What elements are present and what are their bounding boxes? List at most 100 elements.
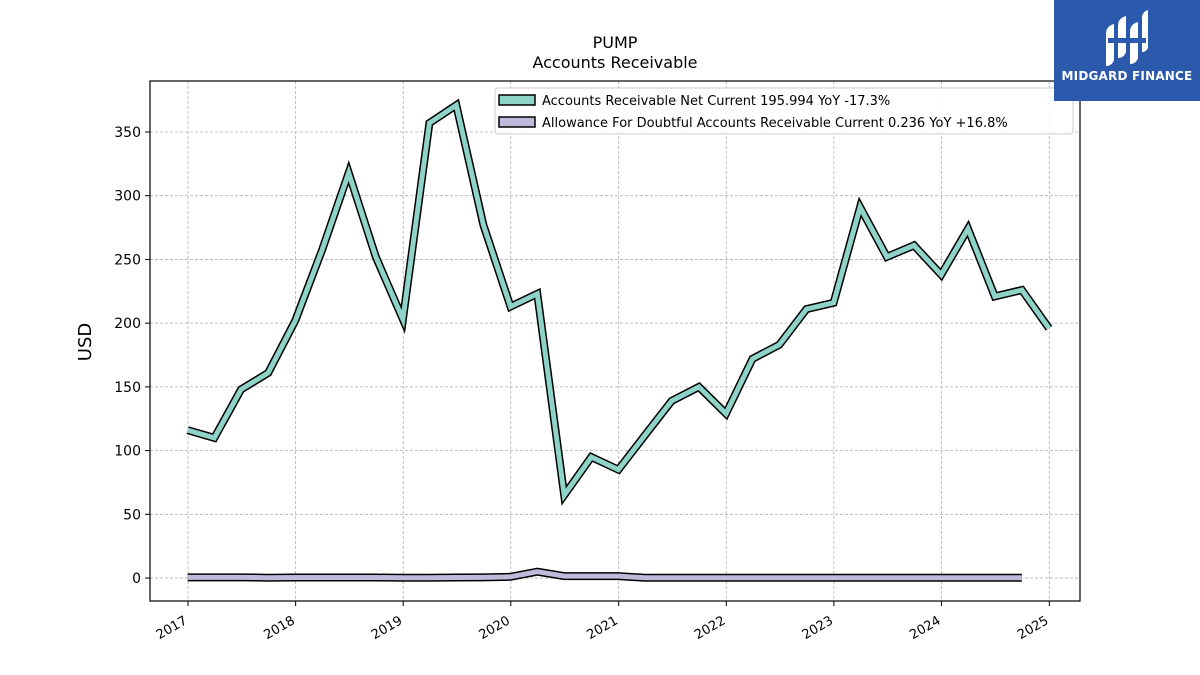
series-2-point — [698, 577, 699, 578]
series-1-point — [860, 207, 861, 208]
y-tick-label: 300 — [114, 189, 141, 205]
series-1-point — [564, 495, 565, 496]
legend: Accounts Receivable Net Current 195.994 … — [494, 87, 1074, 135]
series-1-point — [779, 344, 780, 345]
legend-swatch — [498, 94, 536, 106]
series-1-point — [375, 256, 376, 257]
series-2-point — [375, 577, 376, 578]
y-axis-label: USD — [75, 323, 96, 361]
series-1-point — [726, 413, 727, 414]
series-1-point — [241, 389, 242, 390]
series-1-point — [833, 302, 834, 303]
plot-frame — [149, 80, 1081, 602]
series-2-point — [348, 577, 349, 578]
series-2-point — [968, 577, 969, 578]
series-1-point — [321, 250, 322, 251]
series-2-point — [1021, 577, 1022, 578]
legend-label: Accounts Receivable Net Current 195.994 … — [542, 94, 890, 109]
series-2-line — [187, 569, 1022, 581]
x-tick-label: 2017 — [154, 613, 190, 643]
series-1-point — [295, 320, 296, 321]
legend-label: Allowance For Doubtful Accounts Receivab… — [542, 116, 1008, 131]
series-2-point — [537, 571, 538, 572]
series-1-point — [698, 386, 699, 387]
x-tick-label: 2025 — [1015, 613, 1051, 643]
brand-logo: MIDGARD FINANCE — [1054, 0, 1200, 101]
series-2-point — [618, 576, 619, 577]
series-1-point — [429, 123, 430, 124]
y-tick-label: 50 — [123, 507, 141, 523]
series-2-point — [726, 577, 727, 578]
y-tick-label: 250 — [114, 252, 141, 268]
y-tick-label: 350 — [114, 125, 141, 141]
legend-box — [494, 87, 1074, 135]
series-1-point — [806, 309, 807, 310]
series-2-point — [564, 576, 565, 577]
series-2-point — [914, 577, 915, 578]
series-2-point — [671, 577, 672, 578]
series-layer — [186, 98, 1053, 582]
series-1-point — [510, 306, 511, 307]
series-2-point — [644, 577, 645, 578]
y-axis-ticks: 0 50 100 150 200 250 300 350 — [114, 125, 150, 587]
series-1-point — [994, 296, 995, 297]
series-2-point — [752, 577, 753, 578]
y-tick-label: 200 — [114, 316, 141, 332]
grid — [150, 81, 1080, 601]
series-1-point — [941, 274, 942, 275]
x-tick-label: 2024 — [907, 613, 943, 643]
logo-mark-icon — [1106, 10, 1148, 66]
x-tick-label: 2023 — [800, 613, 836, 643]
series-2-point — [941, 577, 942, 578]
series-2-point — [214, 577, 215, 578]
series-1-point — [214, 437, 215, 438]
y-tick-label: 150 — [114, 380, 141, 396]
legend-swatch — [498, 116, 536, 128]
series-1-point — [618, 469, 619, 470]
series-2-point — [268, 577, 269, 578]
x-tick-label: 2022 — [692, 613, 728, 643]
x-tick-label: 2020 — [477, 613, 513, 643]
series-2-point — [510, 576, 511, 577]
series-2-point — [429, 577, 430, 578]
series-2-point — [456, 577, 457, 578]
series-2-point — [187, 577, 188, 578]
series-1-point — [402, 319, 403, 320]
series-1-point — [348, 172, 349, 173]
series-1-point — [1021, 290, 1022, 291]
x-tick-label: 2019 — [369, 613, 405, 643]
series-1-point — [968, 228, 969, 229]
series-1-point — [591, 457, 592, 458]
y-tick-label: 0 — [132, 571, 141, 587]
series-2-point — [321, 577, 322, 578]
series-2-point — [886, 577, 887, 578]
y-tick-label: 100 — [114, 444, 141, 460]
x-tick-label: 2021 — [585, 613, 621, 643]
series-1-point — [456, 105, 457, 106]
series-1-point — [268, 372, 269, 373]
series-2-point — [806, 577, 807, 578]
series-1-line — [187, 101, 1052, 502]
chart-title: PUMP — [593, 33, 638, 52]
series-2-point — [402, 577, 403, 578]
chart-subtitle: Accounts Receivable — [532, 53, 697, 72]
series-1-point — [483, 225, 484, 226]
series-2-point — [591, 576, 592, 577]
series-2-point — [295, 577, 296, 578]
series-2-point — [833, 577, 834, 578]
series-2-point — [779, 577, 780, 578]
series-1-point — [914, 245, 915, 246]
x-axis-ticks: 2017 2018 2019 2020 2021 2022 2023 2024 2025 — [154, 601, 1051, 643]
series-1-point — [671, 400, 672, 401]
series-2-point — [241, 577, 242, 578]
series-1-point — [752, 358, 753, 359]
series-1-point — [187, 430, 188, 431]
series-1-point — [1049, 328, 1050, 329]
series-1-point — [886, 256, 887, 257]
series-2-point — [483, 577, 484, 578]
series-2-point — [994, 577, 995, 578]
series-2-point — [860, 577, 861, 578]
logo-text: MIDGARD FINANCE — [1061, 69, 1193, 83]
series-1-point — [644, 435, 645, 436]
